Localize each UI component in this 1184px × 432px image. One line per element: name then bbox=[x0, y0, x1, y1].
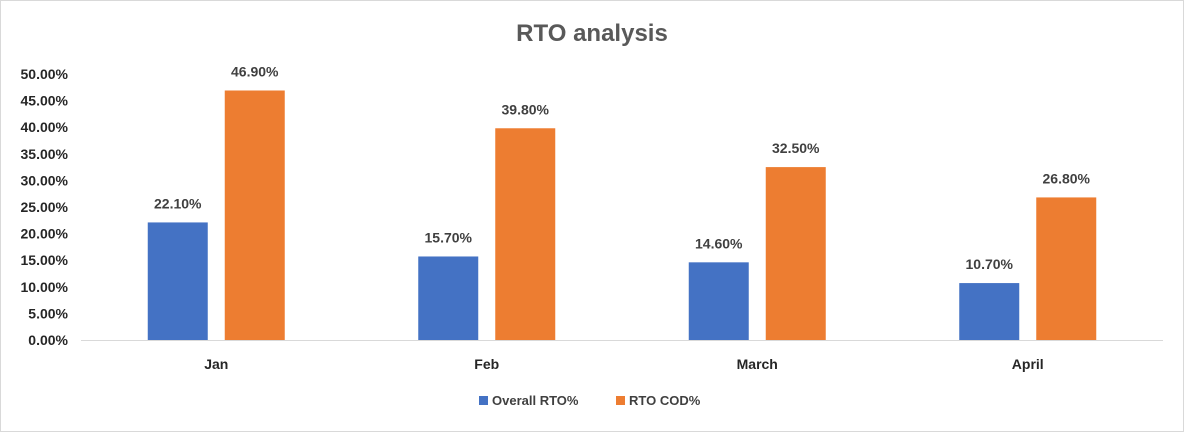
bar-rto-cod bbox=[765, 167, 826, 340]
data-labels: 22.10% 46.90% 15.70% 39.80% 14.60% 32.50% 10.7… bbox=[154, 63, 1091, 272]
legend-swatch bbox=[479, 396, 488, 405]
data-label: 14.60% bbox=[695, 235, 743, 251]
y-tick-label: 45.00% bbox=[21, 93, 69, 109]
bars bbox=[147, 90, 1097, 340]
y-axis: 0.00% 5.00% 10.00% 15.00% 20.00% 25.00% 30.00%… bbox=[21, 66, 69, 348]
data-label: 10.70% bbox=[966, 256, 1014, 272]
bar-overall-rto bbox=[418, 256, 479, 340]
y-tick-label: 0.00% bbox=[28, 332, 68, 348]
y-tick-label: 25.00% bbox=[21, 199, 69, 215]
bar-rto-cod bbox=[1036, 197, 1097, 340]
y-tick-label: 50.00% bbox=[21, 66, 69, 82]
y-tick-label: 5.00% bbox=[28, 305, 68, 321]
y-tick-label: 10.00% bbox=[21, 279, 69, 295]
y-tick-label: 15.00% bbox=[21, 252, 69, 268]
bar-rto-cod bbox=[224, 90, 285, 340]
chart-title: RTO analysis bbox=[516, 20, 668, 47]
legend-label: RTO COD% bbox=[629, 393, 701, 408]
y-tick-label: 30.00% bbox=[21, 172, 69, 188]
data-label: 39.80% bbox=[502, 101, 550, 117]
bar-overall-rto bbox=[688, 262, 749, 340]
data-label: 46.90% bbox=[231, 63, 279, 79]
x-tick-label: April bbox=[1012, 356, 1044, 372]
bar-overall-rto bbox=[147, 222, 208, 340]
data-label: 15.70% bbox=[425, 229, 473, 245]
x-tick-label: Jan bbox=[204, 356, 228, 372]
legend-swatch bbox=[616, 396, 625, 405]
data-label: 26.80% bbox=[1043, 170, 1091, 186]
legend: Overall RTO% RTO COD% bbox=[479, 393, 701, 408]
legend-label: Overall RTO% bbox=[492, 393, 579, 408]
y-tick-label: 35.00% bbox=[21, 146, 69, 162]
y-tick-label: 20.00% bbox=[21, 226, 69, 242]
bar-overall-rto bbox=[959, 283, 1020, 340]
y-tick-label: 40.00% bbox=[21, 119, 69, 135]
x-axis: Jan Feb March April bbox=[81, 340, 1163, 372]
x-tick-label: March bbox=[737, 356, 778, 372]
bar-rto-cod bbox=[495, 128, 556, 340]
x-tick-label: Feb bbox=[474, 356, 499, 372]
data-label: 32.50% bbox=[772, 140, 820, 156]
data-label: 22.10% bbox=[154, 195, 202, 211]
